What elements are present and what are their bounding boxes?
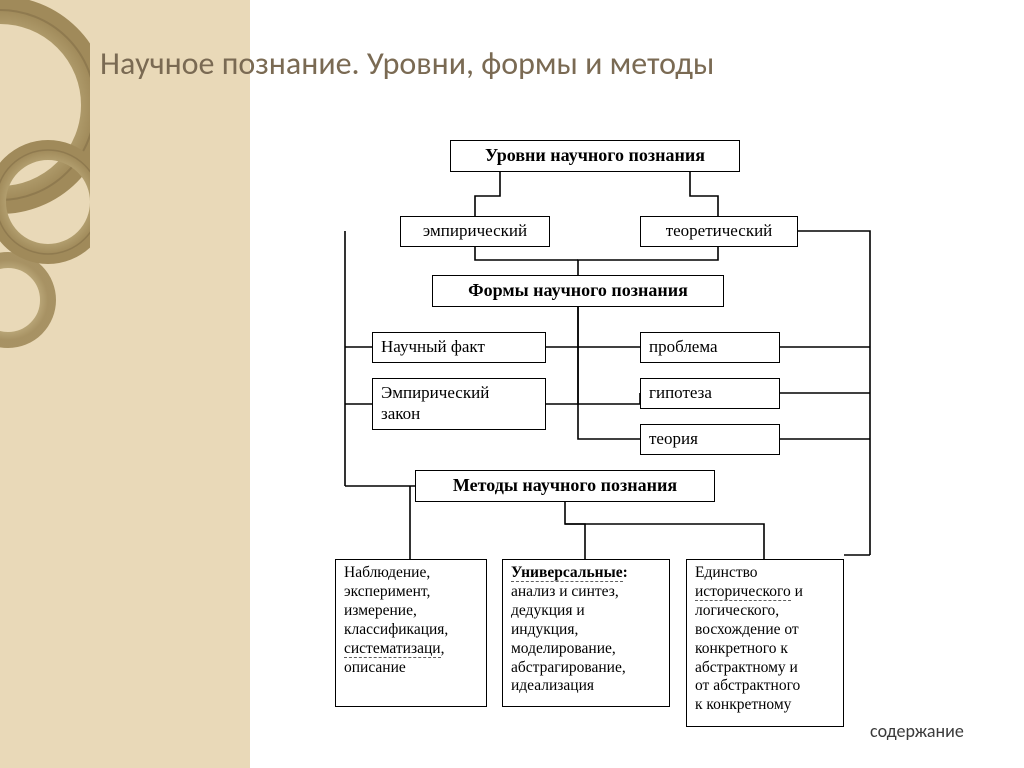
node-methods_right: Единствоисторического илогического,восхо… — [686, 559, 844, 727]
node-empirical: эмпирический — [400, 216, 550, 247]
node-methods_left: Наблюдение,эксперимент,измерение,классиф… — [335, 559, 487, 707]
node-problem: проблема — [640, 332, 780, 363]
node-forms_head: Формы научного познания — [432, 275, 724, 307]
node-theoretical: теоретический — [640, 216, 798, 247]
node-hypothesis: гипотеза — [640, 378, 780, 409]
node-levels_head: Уровни научного познания — [450, 140, 740, 172]
contents-link[interactable]: содержание — [870, 720, 964, 742]
node-methods_mid: Универсальные:анализ и синтез,дедукция и… — [502, 559, 670, 707]
node-methods_head: Методы научного познания — [415, 470, 715, 502]
node-emp_law: Эмпирическийзакон — [372, 378, 546, 430]
node-scifact: Научный факт — [372, 332, 546, 363]
diagram-canvas: Уровни научного познания эмпирический теор… — [0, 0, 1024, 768]
node-theory: теория — [640, 424, 780, 455]
